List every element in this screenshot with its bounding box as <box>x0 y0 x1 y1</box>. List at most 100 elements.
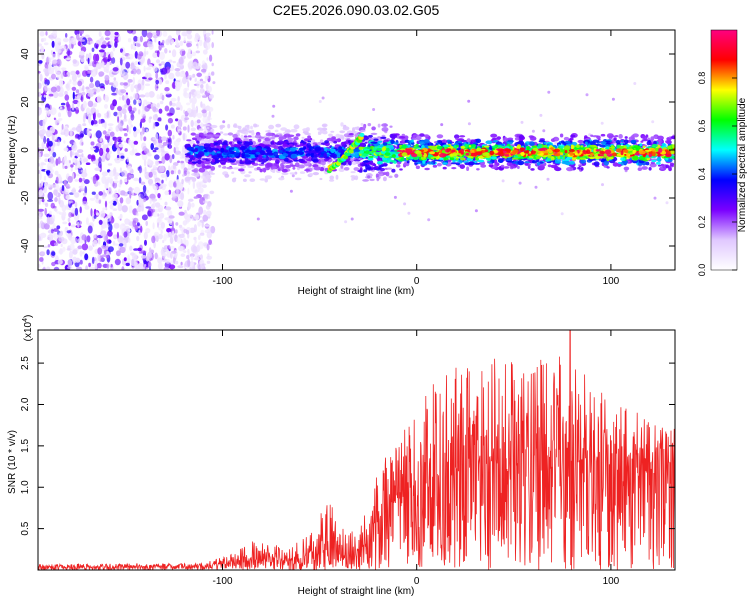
heatmap-cell <box>551 156 555 161</box>
heatmap-cell <box>168 215 175 219</box>
heatmap-cell <box>90 141 95 146</box>
heatmap-cell <box>133 140 139 145</box>
heatmap-cell <box>94 264 98 270</box>
heatmap-cell <box>54 197 58 203</box>
heatmap-cell <box>227 123 231 129</box>
heatmap-cell <box>641 135 646 139</box>
heatmap-cell <box>92 123 99 127</box>
heatmap-cell <box>62 70 65 76</box>
heatmap-cell <box>148 77 153 81</box>
heatmap-cell <box>630 139 637 144</box>
heatmap-cell <box>78 177 83 183</box>
heatmap-cell <box>104 30 111 37</box>
heatmap-cell <box>44 107 49 111</box>
heatmap-cell <box>82 251 85 255</box>
heatmap-cell <box>182 132 186 141</box>
heatmap-cell <box>177 96 180 102</box>
heatmap-cell <box>38 82 42 89</box>
heatmap-cell <box>72 256 78 264</box>
heatmap-cell <box>179 70 186 78</box>
heatmap-cell <box>84 168 87 177</box>
heatmap-cell <box>53 91 59 99</box>
heatmap-cell <box>330 130 335 133</box>
heatmap-cell <box>152 122 156 129</box>
heatmap-cell <box>665 164 670 169</box>
heatmap-cell <box>353 167 360 171</box>
heatmap-cell <box>182 174 185 177</box>
heatmap-cell <box>69 79 72 83</box>
heatmap-cell <box>661 143 666 146</box>
heatmap-cell <box>209 54 213 62</box>
heatmap-cell <box>177 169 181 175</box>
heatmap-cell <box>125 95 128 99</box>
heatmap-cell <box>62 106 65 110</box>
heatmap-cell <box>110 51 114 59</box>
heatmap-cell <box>155 71 159 80</box>
heatmap-cell <box>171 230 175 239</box>
heatmap-cell <box>71 37 77 45</box>
heatmap-cell <box>104 74 110 81</box>
heatmap-cell <box>128 105 133 112</box>
heatmap-cell <box>98 199 102 204</box>
heatmap-cell <box>379 171 383 174</box>
heatmap-cell <box>163 233 167 242</box>
heatmap-cell <box>72 59 77 64</box>
heatmap-cell <box>165 80 170 85</box>
heatmap-cell <box>317 132 322 135</box>
heatmap-cell <box>181 178 184 185</box>
heatmap-cell <box>340 164 344 169</box>
heatmap-cell <box>531 160 538 164</box>
heatmap-cell <box>208 94 214 99</box>
heatmap-cell <box>184 87 190 91</box>
heatmap-cell <box>368 134 373 138</box>
heatmap-cell <box>89 197 96 201</box>
heatmap-cell <box>139 121 142 129</box>
heatmap-cell <box>108 264 111 267</box>
heatmap-cell <box>281 168 288 173</box>
heatmap-cell <box>204 229 211 234</box>
heatmap-cell <box>81 142 84 146</box>
heatmap-cell <box>79 206 82 214</box>
heatmap-cell <box>415 165 420 170</box>
heatmap-cell <box>377 140 383 143</box>
heatmap-cell <box>584 135 588 140</box>
heatmap-cell <box>210 128 215 132</box>
heatmap-cell <box>219 124 226 129</box>
heatmap-cell <box>242 178 247 182</box>
heatmap-cell <box>150 198 158 202</box>
heatmap-cell <box>89 266 96 270</box>
heatmap-cell <box>141 129 144 136</box>
heatmap-cell <box>92 120 98 125</box>
heatmap-cell <box>179 233 185 239</box>
heatmap-cell <box>376 177 380 182</box>
heatmap-cell <box>130 258 136 267</box>
heatmap-cell <box>164 190 169 196</box>
heatmap-cell <box>116 231 119 239</box>
heatmap-cell <box>440 123 444 127</box>
heatmap-cell <box>112 70 119 74</box>
heatmap-cell <box>85 162 91 165</box>
heatmap-cell <box>305 158 312 162</box>
heatmap-cell <box>214 134 221 137</box>
heatmap-cell <box>105 207 108 211</box>
heatmap-cell <box>121 170 128 177</box>
heatmap-cell <box>159 100 164 105</box>
heatmap-cell <box>98 71 105 77</box>
heatmap-cell <box>477 159 485 163</box>
heatmap-cell <box>187 81 190 88</box>
heatmap-cell <box>362 179 369 182</box>
heatmap-cell <box>140 191 147 200</box>
heatmap-cell <box>133 35 138 42</box>
heatmap-cell <box>197 221 201 227</box>
heatmap-cell <box>124 148 128 152</box>
heatmap-cell <box>528 135 534 139</box>
heatmap-cell <box>98 156 102 164</box>
heatmap-cell <box>268 157 272 161</box>
heatmap-cell <box>589 156 596 160</box>
heatmap-cell <box>124 218 130 225</box>
heatmap-cell <box>147 210 152 217</box>
heatmap-cell <box>84 253 89 261</box>
heatmap-cell <box>560 145 564 149</box>
heatmap-cell <box>178 34 181 41</box>
heatmap-cell <box>301 136 305 139</box>
